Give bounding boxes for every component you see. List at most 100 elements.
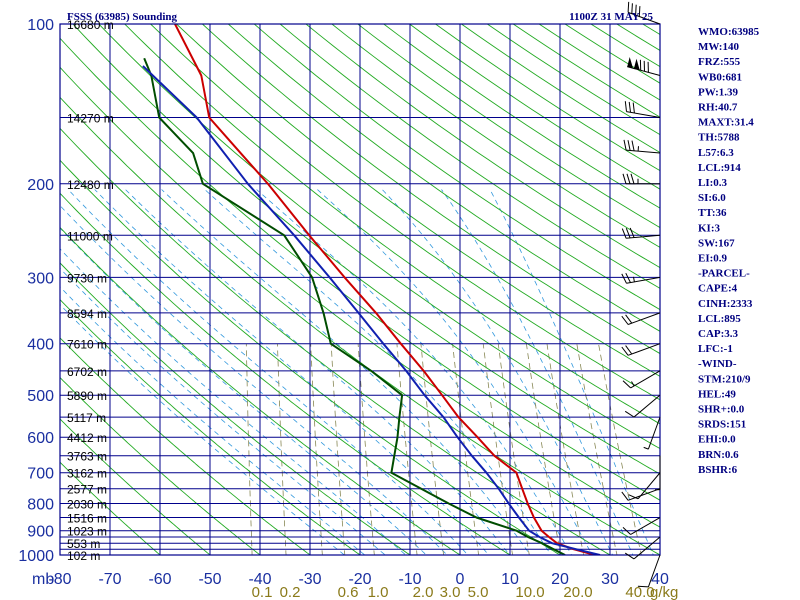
- wind-barb-flag: [629, 227, 635, 238]
- height-label: 16680 m: [67, 18, 114, 32]
- wind-barb-staff: [630, 517, 661, 535]
- wind-barb-staff: [626, 111, 661, 118]
- wind-barb-half-flag: [643, 446, 649, 450]
- index-value: LFC:-1: [698, 343, 733, 355]
- moist-adiabat-line: [381, 189, 614, 555]
- mixing-ratio-line: [330, 343, 346, 555]
- wind-barb-flag: [623, 139, 627, 151]
- index-value: L57:6.3: [698, 147, 734, 159]
- height-label: 7610 m: [67, 338, 107, 352]
- wind-barb-flag: [622, 173, 627, 184]
- index-value: SRDS:151: [698, 419, 746, 431]
- index-value: BRN:0.6: [698, 449, 739, 461]
- dry-adiabat-line: [331, 24, 660, 248]
- moist-adiabat-line: [204, 189, 552, 555]
- mixing-ratio-label: 3.0: [440, 584, 461, 600]
- wind-barb-flag: [621, 273, 627, 284]
- wind-barb-staff: [627, 11, 661, 25]
- height-label: 12480 m: [67, 178, 114, 192]
- dry-adiabat-line: [253, 24, 660, 311]
- dry-adiabat-line: [60, 418, 211, 555]
- index-value: BSHR:6: [698, 464, 738, 476]
- dry-adiabat-line: [60, 127, 611, 555]
- index-value: -PARCEL-: [698, 268, 750, 280]
- temperature-tick-label: -40: [248, 571, 271, 588]
- pressure-tick-label: 200: [27, 177, 54, 194]
- wind-barb-flag: [638, 6, 641, 17]
- wind-barb-half-flag: [633, 276, 635, 282]
- dry-adiabat-line: [60, 262, 411, 555]
- mixing-ratio-line: [546, 343, 585, 555]
- wind-barb-flag: [630, 173, 635, 184]
- wind-barb: [643, 416, 661, 450]
- plot-frame: [59, 23, 661, 556]
- wind-barb-flag: [621, 491, 629, 501]
- moist-adiabat-line: [60, 227, 427, 555]
- wind-barb-flag: [621, 346, 629, 356]
- height-label: 1516 m: [67, 512, 107, 526]
- wind-barb: [622, 517, 661, 535]
- wind-barb: [621, 488, 661, 501]
- wind-barb-flag: [635, 4, 637, 16]
- wind-barb-staff: [626, 276, 661, 284]
- dry-adiabat-line: [201, 24, 660, 355]
- wind-barb-staff: [627, 66, 661, 76]
- mixing-ratio-line: [245, 343, 253, 555]
- mixing-ratio-label: 5.0: [468, 584, 489, 600]
- index-value: KI:3: [698, 222, 721, 234]
- height-label: 5117 m: [67, 411, 106, 425]
- mixing-ratio-line: [277, 343, 287, 555]
- dry-adiabat-line: [60, 159, 561, 555]
- temperature-tick-label: -70: [98, 571, 121, 588]
- dry-adiabat-line: [305, 24, 660, 269]
- wind-barb: [622, 370, 661, 389]
- height-label: 2577 m: [67, 483, 107, 497]
- index-value: LI:0.3: [698, 177, 728, 189]
- pressure-tick-label: 1000: [18, 548, 54, 565]
- mixing-ratio-label: 0.6: [338, 584, 359, 600]
- mixing-ratio-line: [420, 343, 445, 555]
- wind-barb-flag: [625, 345, 633, 355]
- wind-barb-staff: [647, 554, 661, 588]
- plot-border: [59, 23, 661, 556]
- wind-barb-flag: [622, 380, 631, 389]
- wind-barb-staff: [633, 536, 661, 560]
- mixing-ratio-label: 20.0: [563, 584, 592, 600]
- index-value: WMO:63985: [698, 26, 760, 38]
- temperature-tick-label: -50: [198, 571, 221, 588]
- wind-barb-flag: [622, 527, 631, 535]
- height-label: 5890 m: [67, 389, 107, 403]
- wind-barb-staff: [637, 472, 661, 500]
- pressure-tick-label: 300: [27, 270, 54, 287]
- plot-area: [60, 24, 660, 555]
- wind-barb: [624, 394, 661, 418]
- index-value: FRZ:555: [698, 56, 741, 68]
- moist-adiabat-line: [60, 205, 448, 555]
- moist-adiabats: [60, 189, 654, 555]
- moist-adiabat-line: [60, 267, 386, 555]
- wind-barb-pennant: [627, 57, 633, 69]
- pressure-tick-label: 900: [27, 524, 54, 541]
- index-value: LCL:914: [698, 162, 741, 174]
- valid-time: 1100Z 31 MAY 25: [569, 11, 653, 23]
- mixing-ratio-label: 40.0: [625, 584, 654, 600]
- height-label: 1023 m: [67, 525, 107, 539]
- wind-barb-flag: [632, 102, 635, 114]
- wind-barb-staff: [630, 370, 661, 389]
- wind-barb: [622, 173, 661, 185]
- wind-barb-staff: [633, 394, 661, 418]
- mixing-ratio-line: [452, 343, 480, 555]
- moist-adiabat-line: [161, 189, 531, 555]
- mixing-ratio-unit-label: g/kg: [650, 584, 678, 600]
- wind-barb-flag: [627, 1, 630, 13]
- mixing-ratio-label: 1.0: [368, 584, 389, 600]
- index-value: CINH:2333: [698, 298, 753, 310]
- index-value: MAXT:31.4: [698, 117, 754, 129]
- wind-barb-flag: [625, 314, 633, 324]
- dry-adiabat-line: [124, 24, 660, 425]
- wind-barb-pennant: [633, 58, 640, 70]
- wind-barb-half-flag: [631, 381, 635, 387]
- index-value: EI:0.9: [698, 253, 728, 265]
- wind-barb-staff: [627, 343, 661, 356]
- moist-adiabat-line: [125, 189, 510, 555]
